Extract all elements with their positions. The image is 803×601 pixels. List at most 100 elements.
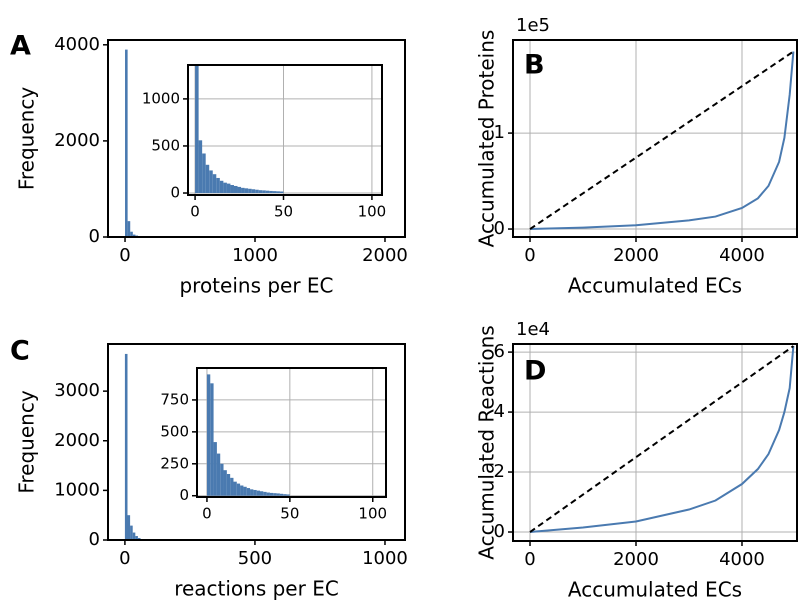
panel-label: C — [10, 336, 30, 367]
panel-label: B — [524, 50, 545, 81]
y-tick-label: 250 — [160, 454, 189, 472]
histogram-bar — [263, 491, 267, 496]
panel-label: D — [524, 356, 546, 387]
histogram-bar — [127, 221, 131, 237]
x-axis-label: Accumulated ECs — [568, 274, 742, 298]
histogram-bar — [132, 234, 136, 237]
x-axis-label: proteins per EC — [179, 274, 333, 298]
x-tick-label: 0 — [119, 245, 130, 266]
histogram-bar — [236, 483, 241, 496]
y-tick-label: 1 — [494, 122, 505, 143]
histogram-bar — [223, 470, 227, 496]
histogram-bar — [262, 190, 266, 194]
histogram-bar — [279, 191, 284, 194]
x-tick-label: 0 — [202, 505, 212, 523]
x-tick-label: 0 — [190, 203, 200, 221]
y-tick-label: 0 — [494, 218, 505, 239]
series-line — [529, 346, 795, 534]
y-tick-label: 0 — [179, 486, 189, 504]
histogram-bar — [219, 180, 224, 194]
plot-background — [188, 65, 382, 195]
x-tick-label: 0 — [119, 548, 130, 569]
y-tick-label: 0 — [494, 521, 505, 542]
histogram-bar — [251, 189, 256, 194]
histogram-bar — [230, 185, 234, 194]
histogram-bar — [260, 491, 264, 496]
x-tick-label: 2000 — [613, 245, 659, 266]
histogram-bar — [250, 489, 254, 496]
x-tick-label: 50 — [280, 505, 299, 523]
histogram-bar — [233, 481, 237, 496]
y-tick-label: 1000 — [142, 89, 180, 107]
series-line — [529, 345, 794, 533]
y-axis-label: Frequency — [15, 390, 39, 493]
histogram-bar — [209, 170, 213, 194]
plot-frame — [196, 367, 387, 498]
histogram-bar — [212, 174, 217, 194]
histogram-bar — [243, 486, 247, 496]
histogram-bar — [206, 374, 211, 496]
histogram-bar — [202, 153, 206, 194]
axis-offset-text: 1e5 — [516, 15, 550, 36]
plot-frame — [187, 64, 383, 196]
histogram-bar — [276, 493, 280, 496]
y-axis-label: Accumulated Reactions — [475, 325, 499, 559]
y-tick-label: 1000 — [54, 479, 100, 500]
x-tick-label: 1000 — [362, 548, 408, 569]
histogram-bar — [233, 185, 238, 194]
x-tick-label: 2000 — [613, 549, 659, 570]
histogram-bar — [240, 485, 244, 496]
x-tick-label: 100 — [358, 505, 387, 523]
histogram-bar — [286, 494, 290, 496]
histogram-bar — [195, 65, 199, 194]
plot-frame — [512, 39, 798, 238]
histogram-bar — [276, 191, 280, 194]
histogram-bar — [124, 353, 128, 540]
histogram-bar — [132, 532, 136, 540]
histogram-bar — [205, 164, 210, 194]
histogram-bar — [226, 183, 231, 194]
histogram-bar — [258, 190, 263, 194]
histogram-bar — [272, 191, 277, 194]
y-tick-label: 2 — [494, 461, 505, 482]
y-tick-label: 500 — [160, 422, 189, 440]
x-tick-label: 1000 — [232, 245, 278, 266]
histogram-bar — [230, 477, 234, 496]
plot-background — [513, 40, 797, 237]
histogram-bar — [237, 186, 242, 194]
y-tick-label: 3000 — [54, 380, 100, 401]
histogram-bar — [216, 453, 221, 496]
series-line — [529, 51, 795, 231]
x-tick-label: 100 — [358, 203, 387, 221]
x-tick-label: 50 — [274, 203, 293, 221]
histogram-bar — [273, 493, 277, 496]
x-axis-label: reactions per EC — [174, 577, 339, 601]
y-tick-label: 500 — [151, 136, 180, 154]
plot-frame — [107, 39, 406, 238]
plot-background — [513, 344, 797, 541]
y-tick-label: 0 — [89, 226, 100, 247]
y-tick-label: 750 — [160, 390, 189, 408]
series-line — [529, 50, 794, 230]
histogram-bar — [253, 489, 257, 496]
y-tick-label: 2000 — [54, 130, 100, 151]
histogram-bar — [248, 188, 252, 194]
histogram-bar — [223, 182, 227, 194]
x-tick-label: 0 — [524, 245, 535, 266]
y-tick-label: 2000 — [54, 430, 100, 451]
histogram-bar — [266, 492, 270, 496]
y-tick-label: 6 — [494, 341, 505, 362]
histogram-bar — [265, 190, 270, 194]
histogram-bar — [283, 494, 287, 496]
histogram-bar — [135, 536, 138, 540]
histogram-bar — [220, 463, 224, 496]
x-tick-label: 2000 — [362, 245, 408, 266]
y-tick-label: 4 — [494, 401, 505, 422]
histogram-bar — [213, 442, 217, 496]
histogram-bar — [246, 488, 251, 496]
histogram-bar — [210, 383, 214, 496]
histogram-bar — [130, 525, 133, 540]
histogram-bar — [269, 190, 273, 194]
histogram-bar — [130, 231, 133, 237]
